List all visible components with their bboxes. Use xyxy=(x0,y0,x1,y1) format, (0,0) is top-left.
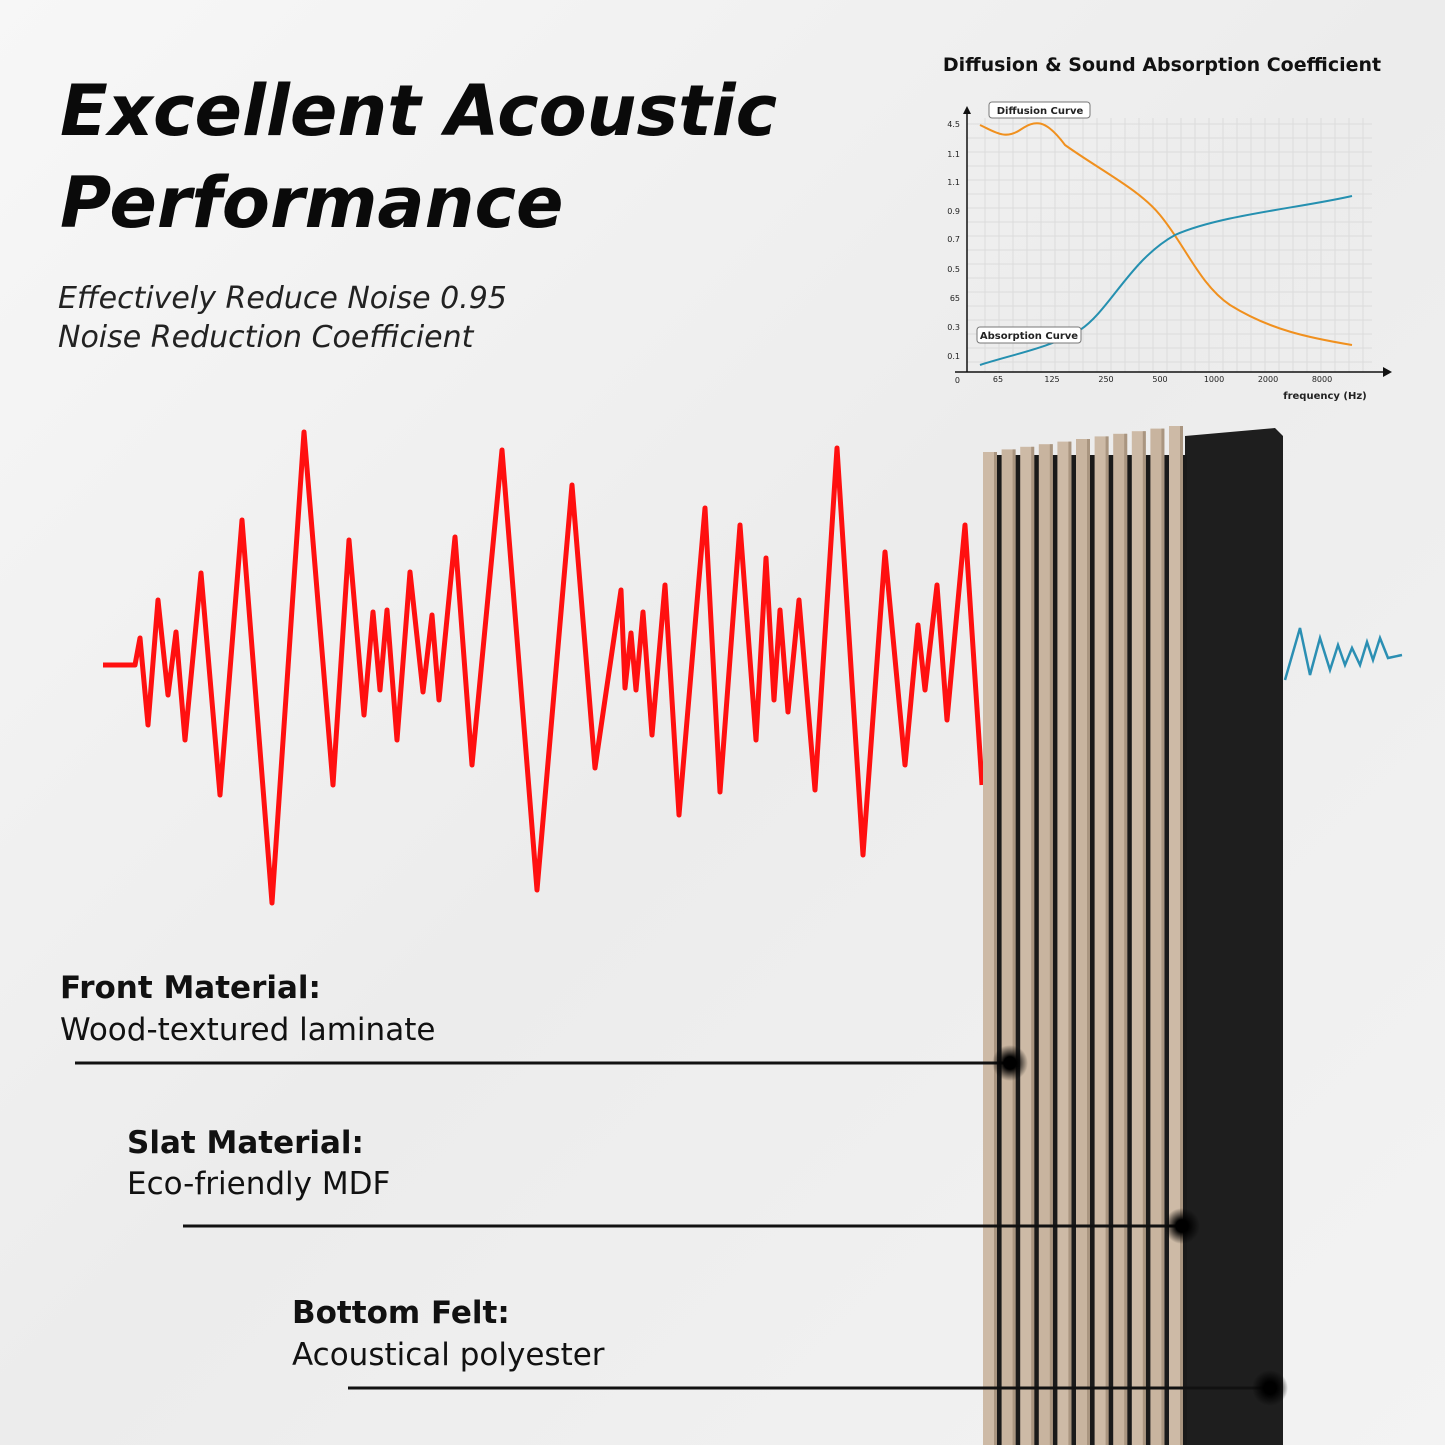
slat-shade xyxy=(1161,428,1165,1445)
slat-shade xyxy=(994,452,997,1445)
title: Excellent Acoustic xyxy=(60,70,777,152)
slat xyxy=(1020,446,1035,1445)
annotation: Diffusion Curve xyxy=(997,106,1084,117)
callout-heading: Front Material: xyxy=(60,970,321,1006)
y-tick-label: 4.5 xyxy=(947,120,960,129)
slat-shade xyxy=(1087,439,1090,1445)
x-tick-label: 500 xyxy=(1152,375,1167,384)
subtitle: Effectively Reduce Noise 0.95 xyxy=(58,281,507,316)
leader-dot xyxy=(992,1045,1028,1081)
x-tick-label: 250 xyxy=(1098,375,1113,384)
slat-shade xyxy=(1049,444,1053,1445)
x-tick-label: 65 xyxy=(993,375,1003,384)
annotation-box xyxy=(976,326,1082,344)
x-tick-label: 1000 xyxy=(1204,375,1224,384)
absorption-curve xyxy=(979,195,1353,366)
slat-shade xyxy=(1105,436,1109,1445)
slat xyxy=(1038,444,1053,1445)
slat xyxy=(1113,433,1128,1445)
y-tick-label: 65 xyxy=(950,294,960,303)
callout-text: Wood-textured laminate xyxy=(60,1012,435,1048)
callout-text: Acoustical polyester xyxy=(292,1337,605,1373)
reduced-wave xyxy=(1283,627,1403,681)
callout-text: Eco-friendly MDF xyxy=(127,1166,390,1202)
y-tick-label: 1.1 xyxy=(947,150,960,159)
leader-dot xyxy=(1252,1370,1288,1406)
slat xyxy=(1094,436,1109,1445)
slat xyxy=(1057,441,1072,1445)
diffusion-curve xyxy=(979,122,1353,346)
annotation-box xyxy=(988,101,1091,119)
x-axis-label: frequency (Hz) xyxy=(1283,391,1367,402)
slat xyxy=(983,452,997,1445)
y-tick-label: 0.3 xyxy=(947,323,960,332)
annotation: Absorption Curve xyxy=(980,331,1078,342)
slat-shade xyxy=(1068,441,1072,1445)
slat-shade xyxy=(1124,433,1128,1445)
slat-shade xyxy=(1142,431,1146,1445)
y-tick-label: 0.7 xyxy=(947,235,960,244)
slat xyxy=(1150,428,1165,1445)
sound-wave xyxy=(103,429,985,906)
panel xyxy=(983,426,1187,1445)
chart-title: Diffusion & Sound Absorption Coefficient xyxy=(943,54,1381,76)
x-tick-label: 2000 xyxy=(1258,375,1278,384)
slat xyxy=(1001,449,1016,1445)
y-tick-label: 1.1 xyxy=(947,178,960,187)
callout-heading: Slat Material: xyxy=(127,1125,364,1161)
inset-chart: Diffusion & Sound Absorption Coefficient… xyxy=(943,54,1392,402)
leader-dot xyxy=(1164,1208,1200,1244)
title: Performance xyxy=(60,162,563,244)
y-tick-label: 0.9 xyxy=(947,207,960,216)
slat-shade xyxy=(1031,446,1035,1445)
subtitle: Noise Reduction Coefficient xyxy=(58,320,475,355)
slat-shade xyxy=(1180,426,1183,1445)
slat xyxy=(1169,426,1183,1445)
callout-heading: Bottom Felt: xyxy=(292,1295,510,1331)
x-tick-label: 8000 xyxy=(1312,375,1332,384)
arrow xyxy=(963,106,971,114)
slat xyxy=(1131,431,1146,1445)
x-tick-label: 125 xyxy=(1044,375,1059,384)
felt xyxy=(1185,428,1283,1445)
y-tick-label: 0.1 xyxy=(947,352,960,361)
slat-shade xyxy=(1012,449,1016,1445)
y-tick-label: 0 xyxy=(955,376,960,385)
y-tick-label: 0.5 xyxy=(947,265,960,274)
slat xyxy=(1076,439,1090,1445)
arrow xyxy=(1383,367,1392,377)
